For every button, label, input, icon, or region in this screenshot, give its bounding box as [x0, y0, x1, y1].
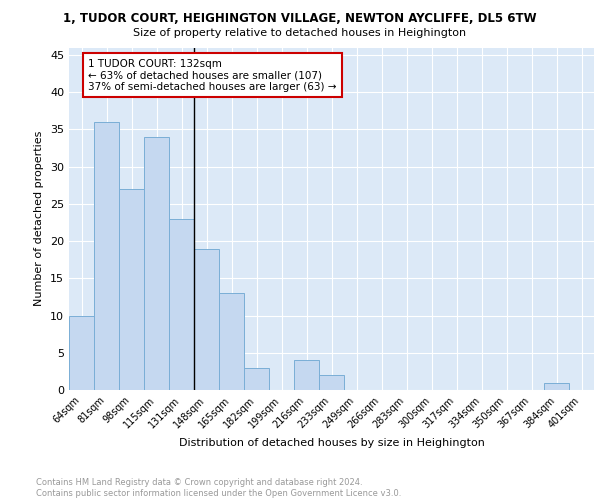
- Bar: [319, 375, 344, 390]
- Bar: [144, 137, 169, 390]
- X-axis label: Distribution of detached houses by size in Heighington: Distribution of detached houses by size …: [179, 438, 484, 448]
- Bar: [119, 189, 144, 390]
- Y-axis label: Number of detached properties: Number of detached properties: [34, 131, 44, 306]
- Bar: [94, 122, 119, 390]
- Bar: [244, 368, 269, 390]
- Bar: [219, 293, 244, 390]
- Text: 1, TUDOR COURT, HEIGHINGTON VILLAGE, NEWTON AYCLIFFE, DL5 6TW: 1, TUDOR COURT, HEIGHINGTON VILLAGE, NEW…: [63, 12, 537, 26]
- Bar: [294, 360, 319, 390]
- Text: Size of property relative to detached houses in Heighington: Size of property relative to detached ho…: [133, 28, 467, 38]
- Bar: [169, 219, 194, 390]
- Bar: [69, 316, 94, 390]
- Bar: [544, 382, 569, 390]
- Bar: [194, 248, 219, 390]
- Text: Contains HM Land Registry data © Crown copyright and database right 2024.
Contai: Contains HM Land Registry data © Crown c…: [36, 478, 401, 498]
- Text: 1 TUDOR COURT: 132sqm
← 63% of detached houses are smaller (107)
37% of semi-det: 1 TUDOR COURT: 132sqm ← 63% of detached …: [89, 58, 337, 92]
